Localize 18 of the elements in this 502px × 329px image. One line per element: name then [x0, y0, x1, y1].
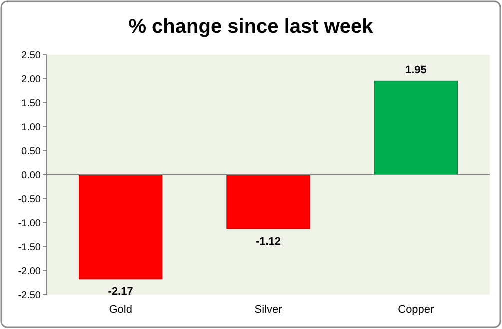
x-tick-label: Silver — [254, 304, 283, 316]
y-tick-label: 0.50 — [22, 146, 42, 158]
y-tick-label: 1.00 — [22, 122, 42, 134]
y-tick-label: -2.00 — [18, 266, 42, 278]
y-tick-label: -2.50 — [18, 290, 42, 302]
x-tick-label: Gold — [109, 304, 132, 316]
y-tick-label: -1.50 — [18, 242, 42, 254]
y-tick-label: 0.00 — [22, 170, 42, 182]
y-tick-label: 2.00 — [22, 74, 42, 86]
y-tick-label: 2.50 — [22, 50, 42, 62]
y-tick-label: 1.50 — [22, 98, 42, 110]
data-label: -1.12 — [256, 236, 282, 248]
y-tick-label: -0.50 — [18, 194, 42, 206]
data-label: 1.95 — [405, 64, 427, 76]
x-tick-label: Copper — [398, 304, 435, 316]
chart-title: % change since last week — [128, 16, 374, 38]
data-label: -2.17 — [108, 286, 134, 298]
y-tick-label: -1.00 — [18, 218, 42, 230]
